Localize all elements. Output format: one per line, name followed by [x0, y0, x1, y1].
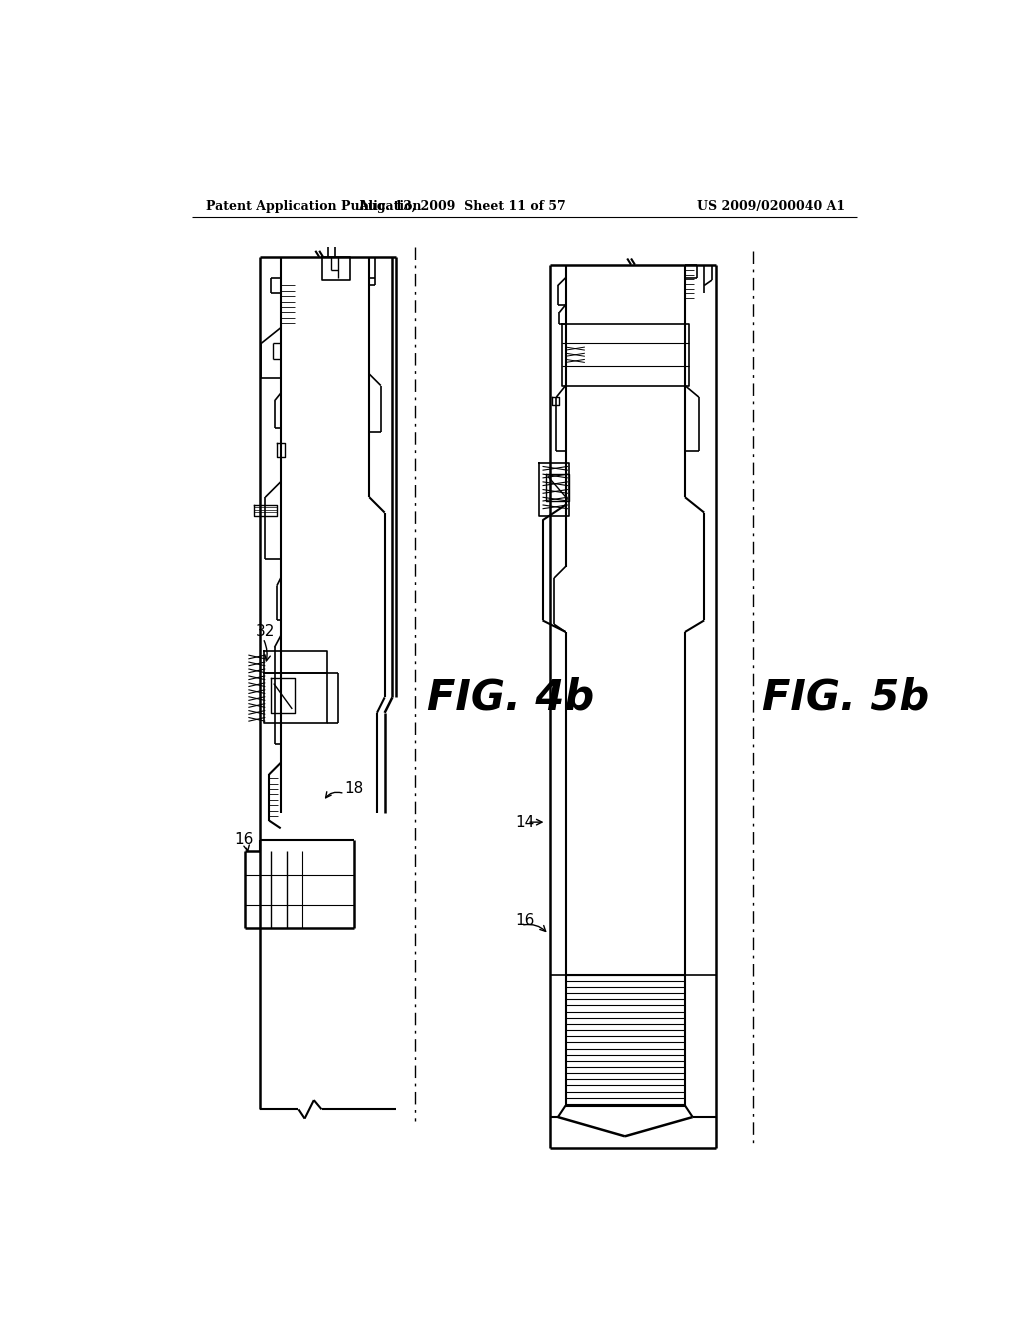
Text: 16: 16 [515, 913, 535, 928]
Text: Aug. 13, 2009  Sheet 11 of 57: Aug. 13, 2009 Sheet 11 of 57 [357, 199, 565, 213]
Text: US 2009/0200040 A1: US 2009/0200040 A1 [697, 199, 845, 213]
Text: Patent Application Publication: Patent Application Publication [206, 199, 422, 213]
Text: FIG. 5b: FIG. 5b [762, 676, 929, 718]
Text: 18: 18 [345, 780, 364, 796]
Text: FIG. 4b: FIG. 4b [427, 676, 594, 718]
Text: 16: 16 [234, 833, 254, 847]
Text: 32: 32 [256, 624, 275, 639]
Text: 14: 14 [515, 814, 535, 830]
